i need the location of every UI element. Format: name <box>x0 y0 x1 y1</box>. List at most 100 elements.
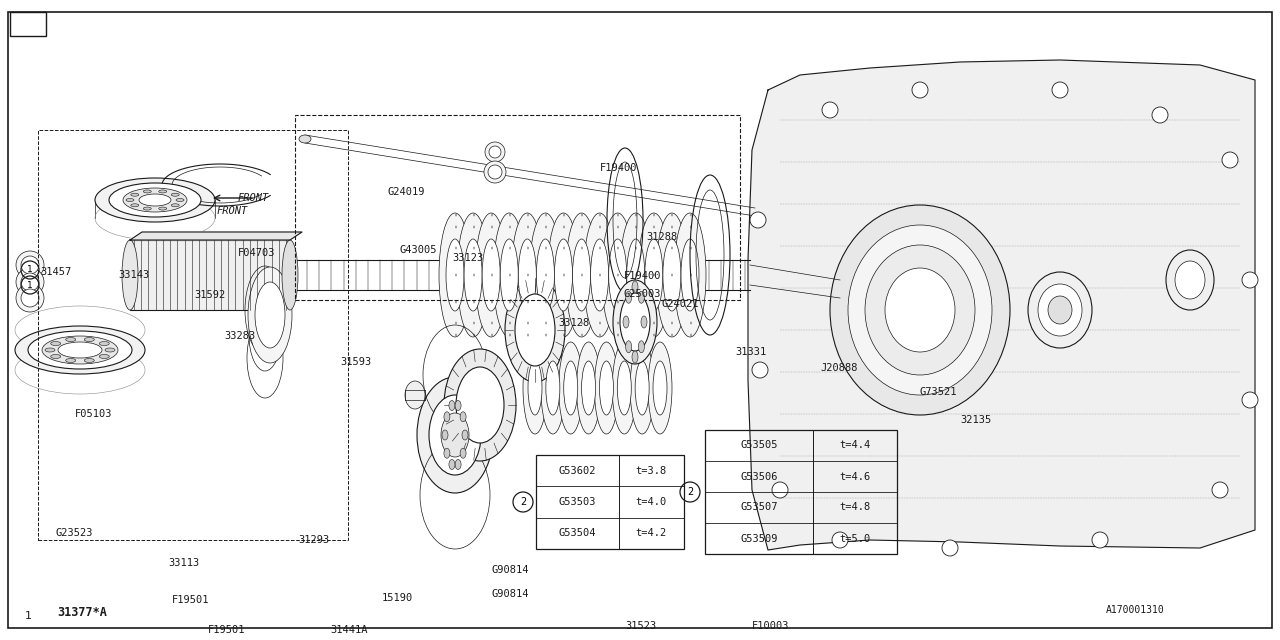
Ellipse shape <box>172 204 179 207</box>
Ellipse shape <box>282 240 298 310</box>
Ellipse shape <box>548 213 580 337</box>
Text: 31523: 31523 <box>625 621 657 631</box>
Ellipse shape <box>457 213 489 337</box>
Ellipse shape <box>529 361 541 415</box>
Text: t=4.4: t=4.4 <box>840 440 870 451</box>
Text: 33128: 33128 <box>558 318 589 328</box>
Ellipse shape <box>648 342 672 434</box>
Text: G24019: G24019 <box>388 187 425 197</box>
Ellipse shape <box>630 342 654 434</box>
Ellipse shape <box>485 142 506 162</box>
Ellipse shape <box>1092 532 1108 548</box>
Polygon shape <box>131 260 291 290</box>
Ellipse shape <box>753 362 768 378</box>
Text: J20888: J20888 <box>820 363 858 373</box>
Ellipse shape <box>849 225 992 395</box>
Text: 1: 1 <box>27 280 33 289</box>
Ellipse shape <box>456 367 504 443</box>
Text: 33143: 33143 <box>118 270 150 280</box>
Ellipse shape <box>772 482 788 498</box>
Text: F19400: F19400 <box>600 163 637 173</box>
Ellipse shape <box>28 331 132 369</box>
Ellipse shape <box>822 102 838 118</box>
Text: 31593: 31593 <box>340 357 371 367</box>
Ellipse shape <box>536 239 554 311</box>
Ellipse shape <box>637 213 669 337</box>
Ellipse shape <box>20 273 38 291</box>
Ellipse shape <box>15 284 44 312</box>
Text: G53507: G53507 <box>740 502 778 513</box>
Text: 15190: 15190 <box>381 593 413 603</box>
Bar <box>38 130 348 540</box>
Text: G24021: G24021 <box>662 299 699 309</box>
Text: 33113: 33113 <box>168 558 200 568</box>
Ellipse shape <box>1242 272 1258 288</box>
Text: 2: 2 <box>687 487 694 497</box>
Ellipse shape <box>465 239 483 311</box>
Ellipse shape <box>632 351 637 363</box>
Ellipse shape <box>177 198 184 202</box>
Ellipse shape <box>65 358 76 362</box>
Ellipse shape <box>655 213 687 337</box>
Ellipse shape <box>1028 272 1092 348</box>
Ellipse shape <box>524 342 547 434</box>
Ellipse shape <box>122 240 138 310</box>
Text: 31288: 31288 <box>646 232 677 242</box>
Ellipse shape <box>15 326 145 374</box>
Ellipse shape <box>58 342 102 358</box>
Ellipse shape <box>572 239 590 311</box>
Text: F05103: F05103 <box>76 409 113 419</box>
Ellipse shape <box>449 401 454 410</box>
Ellipse shape <box>439 213 471 337</box>
Ellipse shape <box>500 239 518 311</box>
Ellipse shape <box>444 412 449 422</box>
Ellipse shape <box>515 294 556 366</box>
Ellipse shape <box>554 239 572 311</box>
Text: F19400: F19400 <box>625 271 662 281</box>
Ellipse shape <box>829 205 1010 415</box>
Text: 1: 1 <box>27 266 33 275</box>
Ellipse shape <box>617 361 631 415</box>
Polygon shape <box>131 232 302 240</box>
Ellipse shape <box>84 358 95 362</box>
Ellipse shape <box>681 239 699 311</box>
Bar <box>294 115 740 300</box>
Text: F19501: F19501 <box>207 625 246 635</box>
Ellipse shape <box>750 212 765 228</box>
Ellipse shape <box>641 316 646 328</box>
Ellipse shape <box>612 342 636 434</box>
Ellipse shape <box>613 280 657 364</box>
Ellipse shape <box>627 239 645 311</box>
Bar <box>10 12 46 36</box>
Ellipse shape <box>456 401 461 410</box>
Ellipse shape <box>663 239 681 311</box>
Ellipse shape <box>449 460 454 470</box>
Text: F10003: F10003 <box>753 621 790 631</box>
Ellipse shape <box>1038 284 1082 336</box>
Ellipse shape <box>15 268 44 296</box>
Ellipse shape <box>645 239 663 311</box>
Text: t=4.6: t=4.6 <box>840 472 870 481</box>
Ellipse shape <box>626 340 631 353</box>
Text: F04703: F04703 <box>238 248 275 258</box>
Text: 33123: 33123 <box>452 253 484 263</box>
Ellipse shape <box>506 278 564 382</box>
Text: 1: 1 <box>24 611 32 621</box>
Ellipse shape <box>623 316 628 328</box>
Ellipse shape <box>581 361 595 415</box>
Ellipse shape <box>635 361 649 415</box>
Ellipse shape <box>42 336 118 364</box>
Ellipse shape <box>1242 392 1258 408</box>
Ellipse shape <box>566 213 598 337</box>
Ellipse shape <box>488 165 502 179</box>
Ellipse shape <box>15 251 44 279</box>
Ellipse shape <box>1048 296 1073 324</box>
Ellipse shape <box>51 355 60 358</box>
Ellipse shape <box>100 355 109 358</box>
Ellipse shape <box>84 337 95 342</box>
Ellipse shape <box>100 342 109 346</box>
Ellipse shape <box>255 282 285 348</box>
Text: 31592: 31592 <box>195 290 225 300</box>
Ellipse shape <box>460 448 466 458</box>
Ellipse shape <box>125 198 134 202</box>
